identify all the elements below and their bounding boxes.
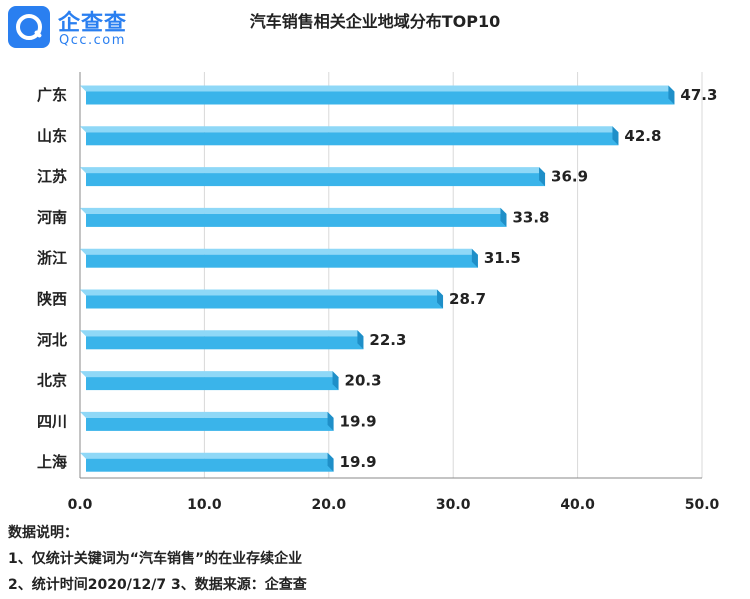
notes-heading: 数据说明： bbox=[8, 525, 78, 541]
logo-icon bbox=[8, 6, 50, 48]
bar-top bbox=[80, 167, 546, 174]
data-label: 19.9 bbox=[340, 453, 377, 471]
category-label: 陕西 bbox=[37, 290, 67, 308]
bar-side bbox=[539, 167, 546, 187]
data-label: 42.8 bbox=[624, 127, 661, 145]
category-label: 江苏 bbox=[37, 168, 67, 186]
logo: 企查查 Qcc.com bbox=[8, 6, 148, 50]
bar-top bbox=[80, 248, 478, 255]
bar-side bbox=[332, 371, 339, 391]
bar-top bbox=[80, 330, 364, 337]
bar bbox=[86, 417, 334, 431]
bar-side bbox=[500, 207, 507, 227]
logo-name: 企查查 bbox=[58, 11, 128, 36]
bar-side bbox=[327, 452, 334, 472]
category-label: 河北 bbox=[37, 331, 67, 349]
data-label: 36.9 bbox=[551, 168, 588, 186]
x-tick-label: 30.0 bbox=[436, 497, 471, 513]
bar-side bbox=[437, 289, 444, 309]
data-label: 28.7 bbox=[449, 290, 486, 308]
bar-chart: 0.0 10.0 20.0 30.0 40.0 50.0 广东 47.3 山东 42.8 江苏 36.… bbox=[37, 72, 720, 513]
bar-side bbox=[471, 248, 478, 268]
bar bbox=[86, 458, 334, 472]
data-label: 20.3 bbox=[345, 372, 382, 390]
x-tick-label: 40.0 bbox=[560, 497, 595, 513]
bar bbox=[86, 295, 444, 309]
bar-side bbox=[668, 85, 675, 105]
bar-side bbox=[327, 411, 334, 431]
bar bbox=[86, 377, 339, 391]
bar-top bbox=[80, 85, 675, 92]
notes-line-1: 1、仅统计关键词为“汽车销售”的在业存续企业 bbox=[8, 551, 303, 567]
logo-domain: Qcc.com bbox=[59, 33, 126, 48]
bar bbox=[86, 336, 364, 350]
bar bbox=[86, 132, 619, 146]
bar-top bbox=[80, 371, 339, 378]
bar-top bbox=[80, 452, 334, 459]
category-label: 北京 bbox=[37, 372, 67, 390]
category-label: 浙江 bbox=[37, 249, 67, 267]
data-label: 47.3 bbox=[680, 86, 717, 104]
bar bbox=[86, 91, 675, 105]
bar-top bbox=[80, 411, 334, 418]
bar-top bbox=[80, 126, 619, 133]
x-tick-label: 50.0 bbox=[685, 497, 720, 513]
x-tick-label: 0.0 bbox=[68, 497, 93, 513]
bar-side bbox=[357, 330, 364, 350]
bar-top bbox=[80, 289, 444, 296]
x-tick-label: 20.0 bbox=[312, 497, 347, 513]
data-notes: 数据说明： 1、仅统计关键词为“汽车销售”的在业存续企业 2、统计时间2020/… bbox=[8, 520, 307, 598]
bar bbox=[86, 173, 546, 187]
data-label: 31.5 bbox=[484, 249, 521, 267]
bar bbox=[86, 213, 507, 227]
category-label: 上海 bbox=[37, 453, 67, 471]
bar-top bbox=[80, 207, 507, 214]
category-label: 河南 bbox=[37, 208, 67, 226]
bar-side bbox=[612, 126, 619, 146]
notes-line-2: 2、统计时间2020/12/7 3、数据来源：企查查 bbox=[8, 577, 307, 593]
data-label: 19.9 bbox=[340, 412, 377, 430]
category-label: 四川 bbox=[37, 412, 67, 430]
data-label: 22.3 bbox=[369, 331, 406, 349]
data-label: 33.8 bbox=[512, 208, 549, 226]
category-label: 广东 bbox=[37, 86, 67, 104]
chart-title: 汽车销售相关企业地域分布TOP10 bbox=[249, 12, 501, 31]
x-tick-label: 10.0 bbox=[187, 497, 222, 513]
category-label: 山东 bbox=[37, 127, 67, 145]
bar bbox=[86, 254, 478, 268]
